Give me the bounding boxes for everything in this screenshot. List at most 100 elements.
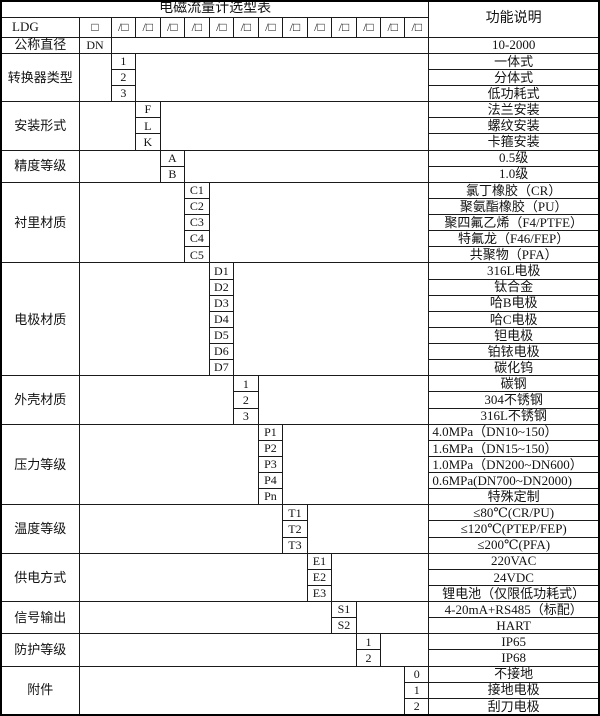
right-spacer [135,52,430,103]
option-description: HART [428,617,600,635]
left-spacer [78,52,112,103]
model-slot-box: /□ [208,16,235,38]
model-slot-box: /□ [380,16,406,38]
option-code: P4 [257,472,284,490]
option-code: Pn [257,488,284,506]
section-label: 外壳材质 [0,375,80,425]
option-code: 3 [233,407,259,425]
option-row: 1 接地电极 [1,681,600,699]
option-description: 铂铱电极 [428,343,600,361]
left-spacer [78,181,186,264]
title-row: 电磁流量计选型表 功能说明 [0,0,600,38]
model-slot-box: /□ [257,16,284,38]
option-code: D2 [208,278,235,296]
option-description: 1.0MPa（DN200~DN600） [428,455,600,474]
option-description: 聚四氟乙烯（F4/PTFE） [428,214,600,232]
option-row: 精度等级 A 0.5级 [0,149,600,183]
option-row: 信号输出 S1 4-20mA+RS485（标配） [0,601,600,635]
option-description: IP65 [428,633,600,651]
option-description: 刮刀电极 [428,697,600,716]
model-slot-box: /□ [282,16,308,38]
table-title: 电磁流量计选型表 [0,0,430,18]
option-code: D3 [208,294,235,312]
option-description: ≤120℃(PTEP/FEP) [428,520,600,538]
option-row: 公称直径 DN 10-2000 [0,36,600,54]
option-description: 特氟龙（F46/FEP） [428,230,600,248]
option-code: D1 [208,262,235,280]
option-description: 0.5级 [428,149,600,167]
option-description: 特殊定制 [428,488,600,506]
option-code: S1 [331,601,357,619]
option-description: 一体式 [428,52,600,70]
left-spacer [78,101,137,151]
option-row: D7 碳化钨 [1,359,600,377]
option-description: 螺纹安装 [428,117,600,135]
model-code-row: LDG □/□/□/□/□/□/□/□/□/□/□/□/□/□ [0,16,599,38]
model-slot-box: /□ [404,16,430,38]
option-code: T3 [282,536,308,554]
option-code: 1 [355,633,382,651]
right-spacer [159,101,430,151]
option-row: 电极材质 D1 316L电极 [0,262,600,377]
option-code: E2 [306,568,333,586]
option-code: 2 [233,391,259,409]
option-description: 316L不锈钢 [428,407,600,425]
option-code: DN [78,36,112,54]
option-row: K 卡箍安装 [1,133,600,151]
option-code: T2 [282,520,308,538]
option-code: L [135,117,161,135]
section-label: 供电方式 [0,552,80,603]
option-code: C4 [184,230,210,248]
option-description: 接地电极 [428,681,600,699]
option-description: 哈B电极 [428,294,600,312]
model-slot-box: /□ [355,16,382,38]
model-prefix: LDG [0,16,80,38]
option-code: A [159,149,186,167]
option-row: 供电方式 E1 220VAC [0,552,600,603]
option-code: F [135,101,161,119]
right-spacer [282,423,430,506]
option-row: 转换器类型 1 一体式 [0,52,600,103]
section-label: 信号输出 [0,601,80,635]
option-row: C5 共聚物（PFA） [1,246,600,264]
option-description: IP68 [428,649,600,667]
option-code: K [135,133,161,151]
option-description: 低功耗式 [428,85,600,103]
option-description: 4-20mA+RS485（标配） [428,601,600,619]
option-description: 共聚物（PFA） [428,246,600,264]
option-description: 316L电极 [428,262,600,280]
option-code: B [159,165,186,183]
option-description: 不接地 [428,665,600,683]
section-label: 精度等级 [0,149,80,183]
option-description: 304不锈钢 [428,391,600,409]
option-description: 24VDC [428,568,600,586]
option-code: C2 [184,197,210,216]
option-code: D5 [208,326,235,345]
option-row: 安装形式 F 法兰安装 [0,101,600,151]
option-description: 氯丁橡胶（CR） [428,181,600,199]
option-description: 分体式 [428,68,600,87]
section-label: 压力等级 [0,423,80,506]
option-description: 钽电极 [428,326,600,345]
right-spacer [380,633,430,667]
option-code: C5 [184,246,210,264]
option-code: D6 [208,343,235,361]
option-row: C4 特氟龙（F46/FEP） [1,230,600,248]
left-spacer [78,149,161,183]
option-code: E1 [306,552,333,570]
option-description: 4.0MPa（DN10~150） [428,423,600,441]
right-spacer [208,181,430,264]
option-row: 2 刮刀电极 [1,697,600,716]
option-description: 1.0级 [428,165,600,183]
option-code: 0 [404,665,430,683]
option-code: 1 [110,52,137,70]
option-row: T3 ≤200℃(PFA) [1,536,600,554]
option-row: D2 钛合金 [1,278,600,296]
option-code: 2 [110,68,137,87]
right-spacer [184,149,430,183]
model-first-box: □ [78,16,112,38]
option-code: S2 [331,617,357,635]
option-code: P1 [257,423,284,441]
section-label: 公称直径 [0,36,80,54]
